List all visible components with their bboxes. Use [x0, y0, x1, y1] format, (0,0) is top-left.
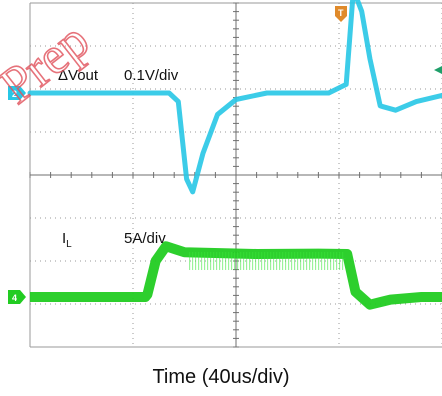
channel-marker-il: 4: [8, 290, 26, 304]
channel-marker-vout: 2: [8, 86, 26, 100]
x-axis-label: Time (40us/div): [152, 366, 290, 388]
series-line-vout: [27, 0, 442, 195]
series-scale-il: 5A/div: [124, 230, 166, 247]
series-label-vout: ΔVout 0.1V/div: [58, 67, 179, 84]
channel-marker-il-shape: [8, 290, 26, 304]
series-name-subscript: L: [66, 239, 72, 250]
graticule: [29, 2, 442, 348]
traces: [27, 0, 442, 310]
channel-markers: 2 4 T: [8, 6, 442, 304]
trigger-marker-label: T: [338, 8, 344, 18]
level-arrow-icon: [434, 66, 442, 74]
trigger-marker-shape: [335, 6, 347, 22]
channel-marker-vout-label: 2: [12, 89, 17, 99]
series-scale-vout: 0.1V/div: [124, 67, 179, 84]
series-name-il: I: [62, 230, 66, 247]
il-ripple: [189, 252, 344, 270]
svg-text:IL: IL: [62, 230, 72, 250]
channel-marker-il-label: 4: [12, 293, 17, 303]
series-line-il: [30, 241, 442, 310]
series-label-il: IL 5A/div: [62, 230, 166, 250]
trigger-marker: T: [335, 6, 347, 22]
channel-marker-vout-shape: [8, 86, 26, 100]
series-name-vout: ΔVout: [58, 67, 99, 84]
oscilloscope-chart: 24T ΔVout 0.1V/div IL 5A/div Prep: [0, 0, 442, 348]
